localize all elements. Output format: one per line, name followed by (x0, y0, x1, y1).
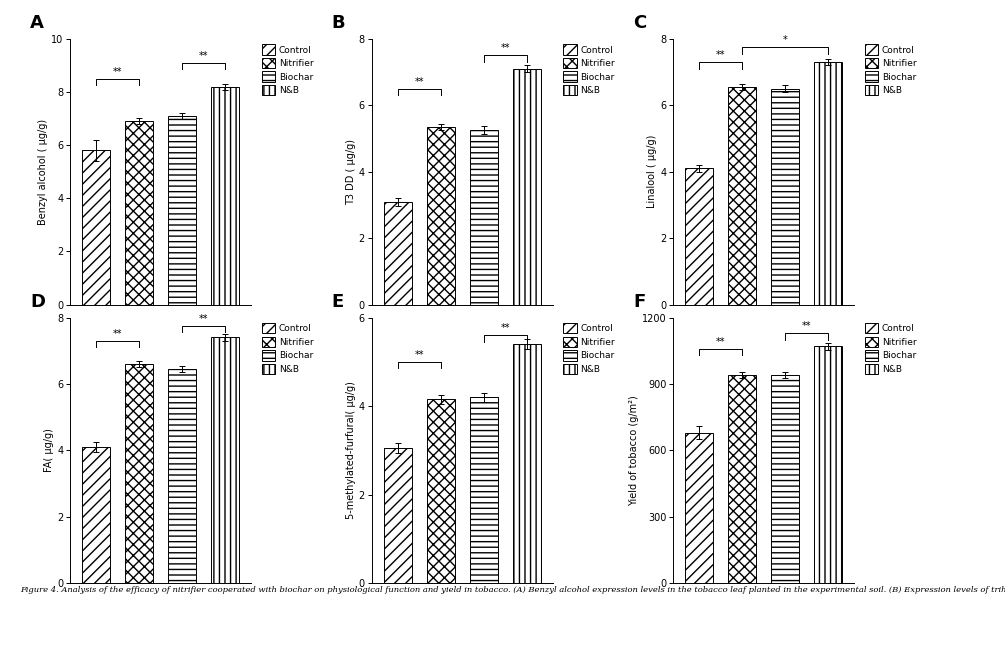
Bar (126, 364, 153, 583)
Bar (685, 168, 714, 305)
Text: **: ** (500, 323, 511, 333)
Legend: Control, Nitrifier, Biochar, N&B: Control, Nitrifier, Biochar, N&B (260, 322, 315, 375)
Legend: Control, Nitrifier, Biochar, N&B: Control, Nitrifier, Biochar, N&B (863, 43, 918, 97)
Legend: Control, Nitrifier, Biochar, N&B: Control, Nitrifier, Biochar, N&B (562, 322, 616, 375)
Text: F: F (633, 293, 645, 311)
Bar (814, 62, 842, 305)
Bar (82, 447, 111, 583)
Y-axis label: 5-methylated-furfural( μg/g): 5-methylated-furfural( μg/g) (346, 382, 356, 519)
Text: **: ** (802, 321, 812, 331)
Text: C: C (633, 14, 646, 32)
Y-axis label: FA( μg/g): FA( μg/g) (44, 428, 54, 472)
Bar (82, 150, 111, 305)
Bar (169, 369, 196, 583)
Bar (729, 87, 757, 305)
Y-axis label: Yield of tobacco (g/m²): Yield of tobacco (g/m²) (629, 395, 639, 505)
Text: *: * (783, 35, 788, 45)
Legend: Control, Nitrifier, Biochar, N&B: Control, Nitrifier, Biochar, N&B (863, 322, 918, 375)
Text: A: A (30, 14, 44, 32)
Text: E: E (332, 293, 344, 311)
Legend: Control, Nitrifier, Biochar, N&B: Control, Nitrifier, Biochar, N&B (260, 43, 315, 97)
Bar (126, 121, 153, 305)
Bar (470, 130, 497, 305)
Bar (513, 344, 541, 583)
Text: D: D (30, 293, 45, 311)
Text: B: B (332, 14, 346, 32)
Text: Figure 4. Analysis of the efficacy of nitrifier cooperated with biochar on physi: Figure 4. Analysis of the efficacy of ni… (20, 586, 1005, 594)
Bar (384, 202, 412, 305)
Text: **: ** (500, 43, 511, 54)
Text: **: ** (414, 350, 424, 360)
Bar (211, 338, 239, 583)
Bar (772, 89, 799, 305)
Bar (513, 69, 541, 305)
Bar (169, 116, 196, 305)
Bar (814, 346, 842, 583)
Bar (427, 399, 454, 583)
Bar (384, 448, 412, 583)
Text: **: ** (113, 329, 123, 339)
Bar (729, 375, 757, 583)
Text: **: ** (414, 76, 424, 87)
Y-axis label: T3 DD ( μg/g): T3 DD ( μg/g) (346, 139, 356, 205)
Text: **: ** (199, 51, 209, 61)
Bar (685, 433, 714, 583)
Bar (427, 127, 454, 305)
Text: **: ** (716, 336, 726, 347)
Text: **: ** (716, 50, 726, 60)
Bar (211, 87, 239, 305)
Bar (772, 375, 799, 583)
Text: **: ** (199, 314, 209, 324)
Text: **: ** (113, 67, 123, 76)
Bar (470, 397, 497, 583)
Legend: Control, Nitrifier, Biochar, N&B: Control, Nitrifier, Biochar, N&B (562, 43, 616, 97)
Y-axis label: Benzyl alcohol ( μg/g): Benzyl alcohol ( μg/g) (38, 119, 48, 225)
Y-axis label: Linalool ( μg/g): Linalool ( μg/g) (647, 135, 657, 209)
